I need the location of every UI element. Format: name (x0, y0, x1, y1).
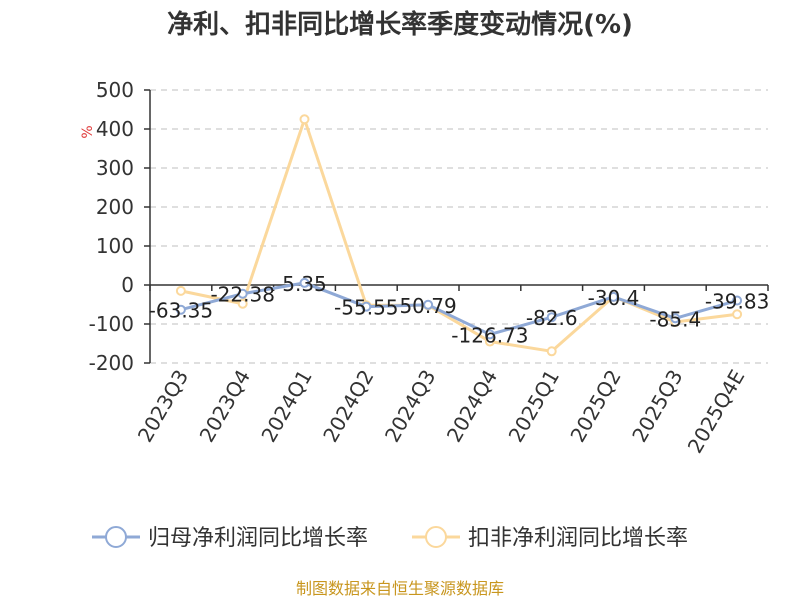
y-tick-label: -200 (89, 351, 134, 375)
x-tick-label: 2024Q3 (380, 365, 440, 446)
data-point (608, 291, 619, 302)
y-tick-label: 0 (121, 273, 134, 297)
x-tick-label: 2025Q3 (627, 366, 687, 447)
data-point (732, 295, 743, 306)
data-label: -82.6 (526, 306, 578, 330)
data-point (546, 346, 557, 357)
data-label: -22.38 (210, 283, 274, 307)
x-tick-label: 2025Q2 (565, 366, 625, 447)
series-line (180, 117, 738, 353)
data-label: -85.4 (649, 307, 701, 331)
y-tick-label: 500 (96, 78, 134, 102)
data-label: -63.35 (149, 299, 213, 323)
legend-marker-icon (425, 526, 447, 548)
y-tick-label: 200 (96, 195, 134, 219)
data-point (299, 277, 310, 288)
series-group (175, 114, 743, 357)
chart-title: 净利、扣非同比增长率季度变动情况(%) (167, 9, 633, 40)
x-tick-label: 2024Q4 (442, 366, 502, 447)
data-point (670, 313, 681, 324)
data-point (175, 285, 186, 296)
y-tick-label: 300 (96, 156, 134, 180)
data-label: -55.55 (334, 296, 398, 320)
legend-item[interactable]: 归母净利润同比增长率 (92, 526, 368, 551)
x-tick-labels: 2023Q3 2023Q4 2024Q1 2024Q2 2024Q3 2024Q4 2025… (133, 365, 750, 457)
x-tick-label: 2023Q3 (133, 366, 193, 447)
axes (144, 89, 769, 364)
y-tick-labels: 500 400 300 200 100 0 -100 -200 (89, 78, 134, 375)
data-point (546, 312, 557, 323)
data-label: 5.35 (282, 272, 327, 296)
x-tick-label: 2024Q2 (318, 366, 378, 447)
data-point (484, 329, 495, 340)
x-tick-label: 2024Q1 (256, 366, 316, 447)
data-point (299, 114, 310, 125)
legend[interactable]: 归母净利润同比增长率 扣非净利润同比增长率 (92, 526, 688, 551)
y-axis-unit: % (80, 125, 96, 138)
legend-item[interactable]: 扣非净利润同比增长率 (412, 526, 688, 551)
data-point (237, 298, 248, 309)
legend-label: 归母净利润同比增长率 (148, 526, 368, 551)
y-tick-label: -100 (89, 312, 134, 336)
y-tick-label: 400 (96, 117, 134, 141)
data-label: -126.73 (451, 323, 528, 347)
data-point (732, 309, 743, 320)
legend-marker-icon (105, 526, 127, 548)
data-label: -39.83 (705, 290, 769, 314)
data-labels: -63.35-22.38 5.35-55.55 50.79-126.73-82.6-… (149, 272, 770, 348)
x-tick-label: 2025Q1 (504, 366, 564, 447)
data-label: 50.79 (399, 294, 456, 318)
series-line (180, 281, 738, 336)
x-tick-label: 2023Q4 (195, 366, 255, 447)
legend-label: 扣非净利润同比增长率 (468, 526, 688, 551)
x-tick-label: 2025Q4E (683, 366, 750, 458)
data-point (175, 304, 186, 315)
data-point (237, 288, 248, 299)
data-point (423, 299, 434, 310)
data-label: -30.4 (588, 286, 640, 310)
source-note: 制图数据来自恒生聚源数据库 (296, 579, 504, 598)
y-tick-label: 100 (96, 234, 134, 258)
data-point (361, 301, 372, 312)
